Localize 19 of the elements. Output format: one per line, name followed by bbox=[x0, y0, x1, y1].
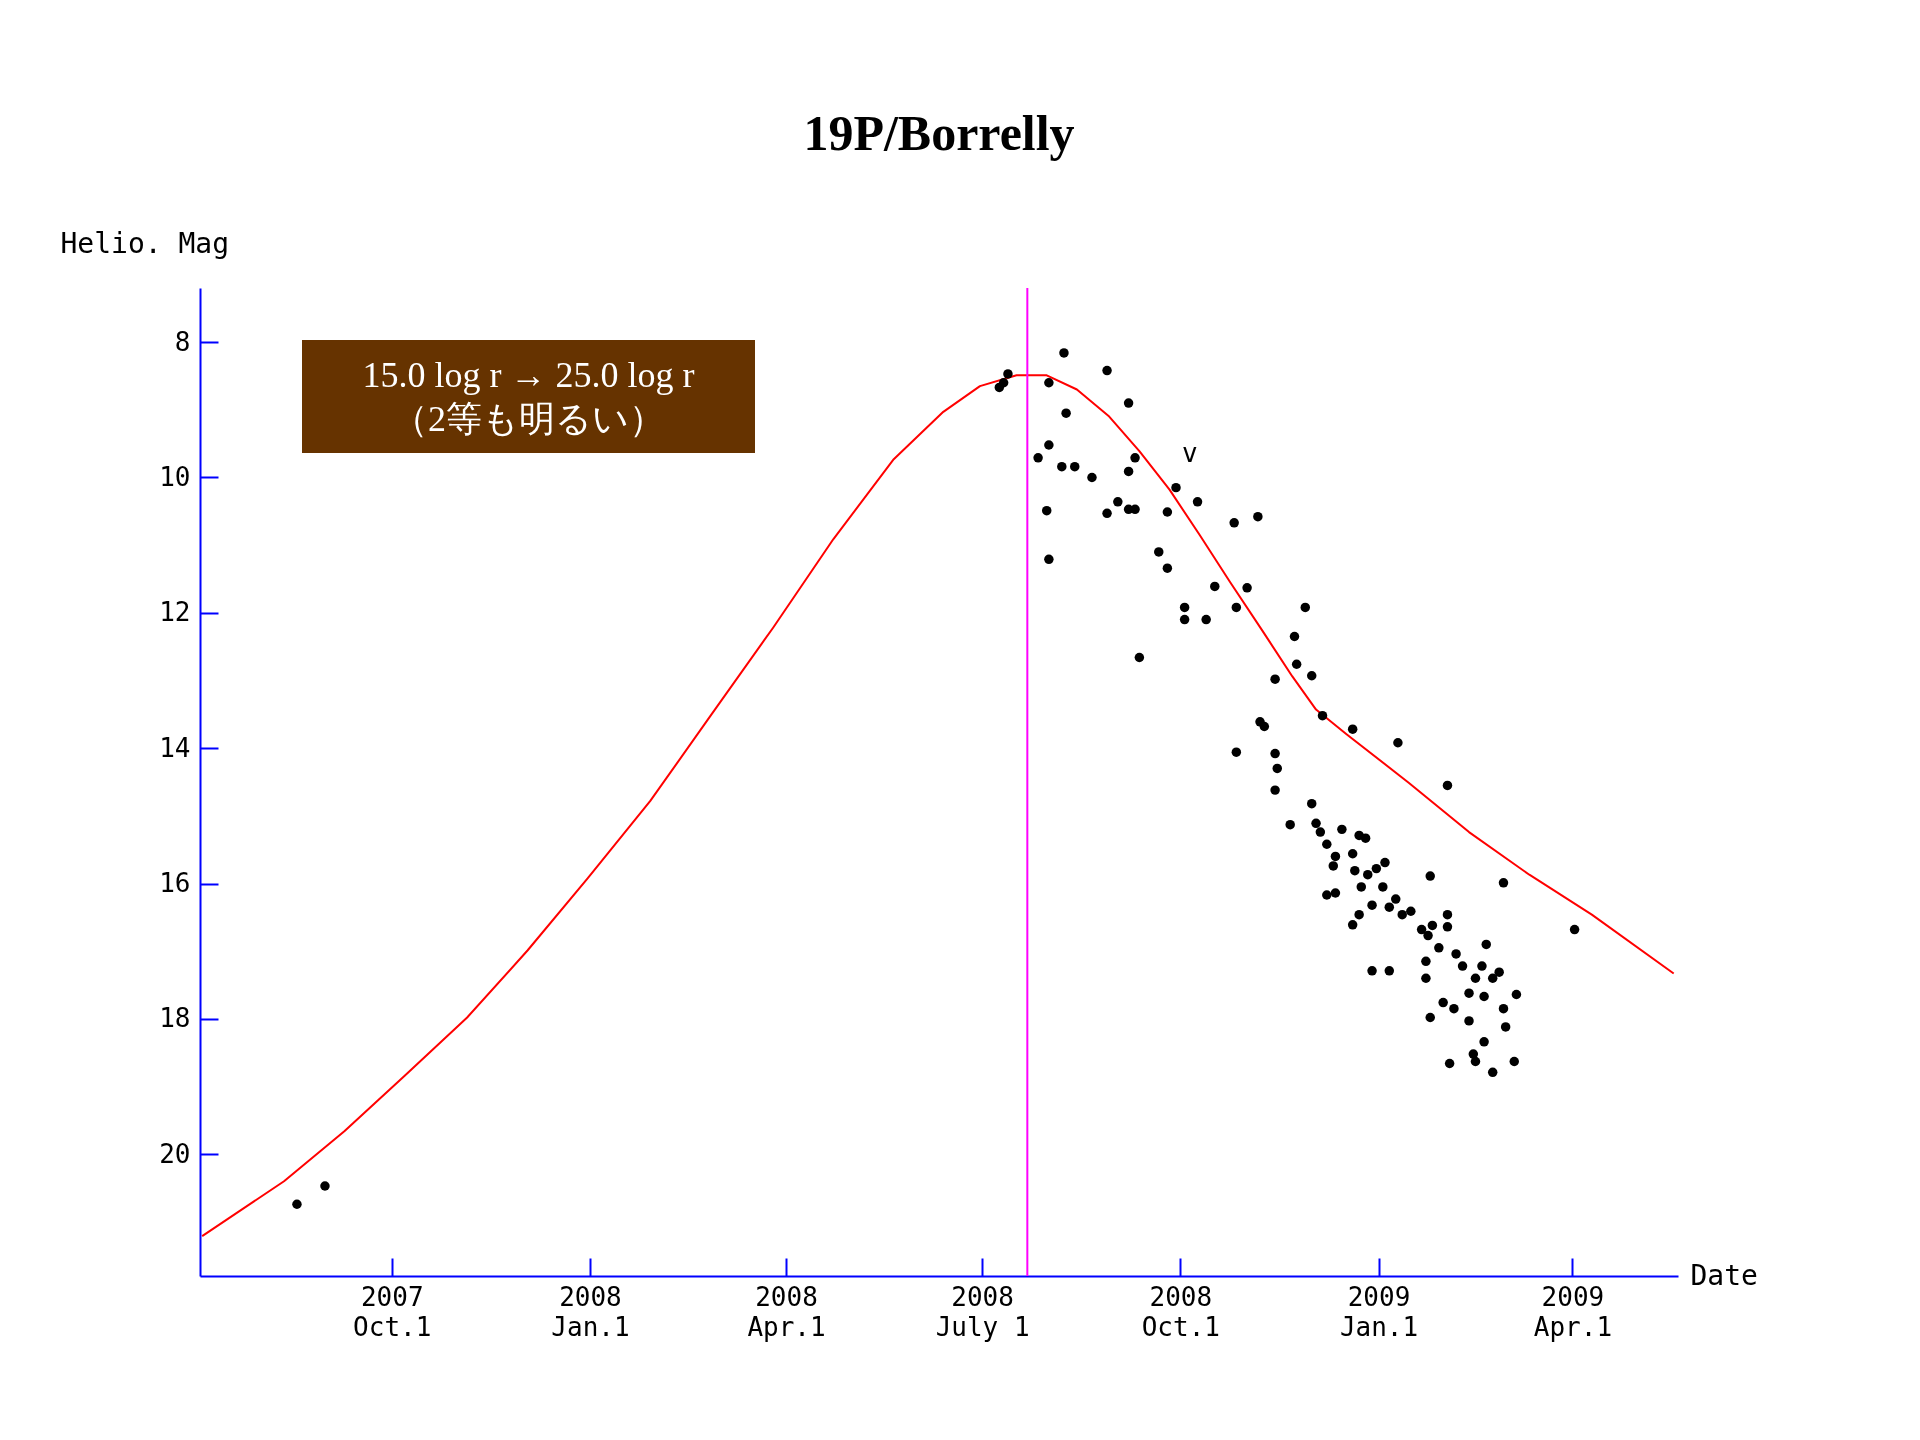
x-tick-label: 2009 Apr.1 bbox=[1533, 1281, 1613, 1342]
x-tick-label: 2009 Jan.1 bbox=[1339, 1281, 1419, 1342]
x-tick-label: 2008 July 1 bbox=[935, 1281, 1030, 1342]
y-tick-label: 10 bbox=[159, 461, 191, 492]
y-tick-label: 12 bbox=[159, 597, 191, 628]
x-tick-label: 2008 Apr.1 bbox=[747, 1281, 826, 1342]
x-tick-label: 2008 Oct.1 bbox=[1141, 1281, 1220, 1342]
y-axis-title: Helio. Mag bbox=[60, 226, 230, 260]
annotation: v bbox=[1182, 438, 1198, 468]
chart-title: 19P/Borrelly bbox=[803, 105, 1075, 161]
note-box: 15.0 log r → 25.0 log r （2等も明るい） bbox=[302, 340, 755, 453]
y-tick-label: 16 bbox=[159, 868, 191, 899]
x-tick-label: 2008 Jan.1 bbox=[551, 1281, 630, 1342]
x-axis-title: Date bbox=[1690, 1258, 1758, 1292]
y-tick-label: 8 bbox=[174, 326, 191, 357]
y-tick-label: 14 bbox=[159, 732, 191, 763]
x-tick-label: 2007 Oct.1 bbox=[353, 1281, 432, 1342]
y-tick-label: 20 bbox=[159, 1138, 191, 1169]
y-tick-label: 18 bbox=[159, 1003, 191, 1034]
